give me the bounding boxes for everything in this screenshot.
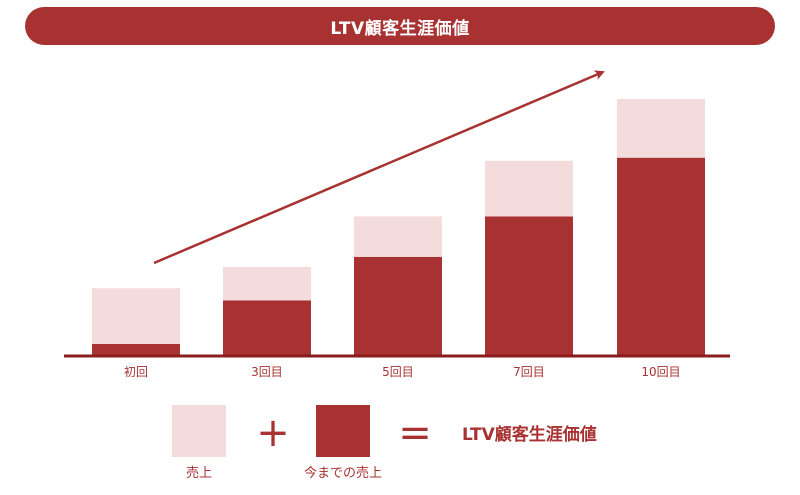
bar-cumulative-5	[617, 157, 705, 356]
x-tick-label: 初回	[124, 365, 148, 379]
bar-sales-1	[92, 288, 180, 344]
x-tick-label: 3回目	[251, 365, 283, 379]
bar-sales-3	[354, 216, 442, 257]
chart-title: LTV顧客生涯価値	[25, 7, 775, 45]
x-tick-label: 7回目	[513, 365, 545, 379]
trend-arrow	[153, 70, 605, 265]
legend-sales-label: 売上	[185, 466, 213, 481]
plus-sign: +	[256, 410, 290, 456]
legend-sales-swatch	[172, 405, 226, 457]
legend-ltv-label: LTV顧客生涯価値	[462, 425, 597, 445]
bar-cumulative-4	[485, 216, 573, 356]
x-tick-label: 10回目	[641, 365, 680, 379]
x-tick-label: 5回目	[382, 365, 414, 379]
stacked-bar-chart: 初回 3回目 5回目 7回目 10回目	[64, 70, 730, 379]
legend-cumulative-swatch	[316, 405, 370, 457]
legend-cumulative-label: 今までの売上	[303, 466, 383, 481]
bar-cumulative-1	[92, 343, 180, 356]
bar-cumulative-2	[223, 300, 311, 356]
bar-sales-5	[617, 99, 705, 158]
equals-sign: =	[398, 410, 432, 456]
bar-cumulative-3	[354, 256, 442, 356]
bar-sales-4	[485, 160, 573, 217]
bar-sales-2	[223, 266, 311, 301]
